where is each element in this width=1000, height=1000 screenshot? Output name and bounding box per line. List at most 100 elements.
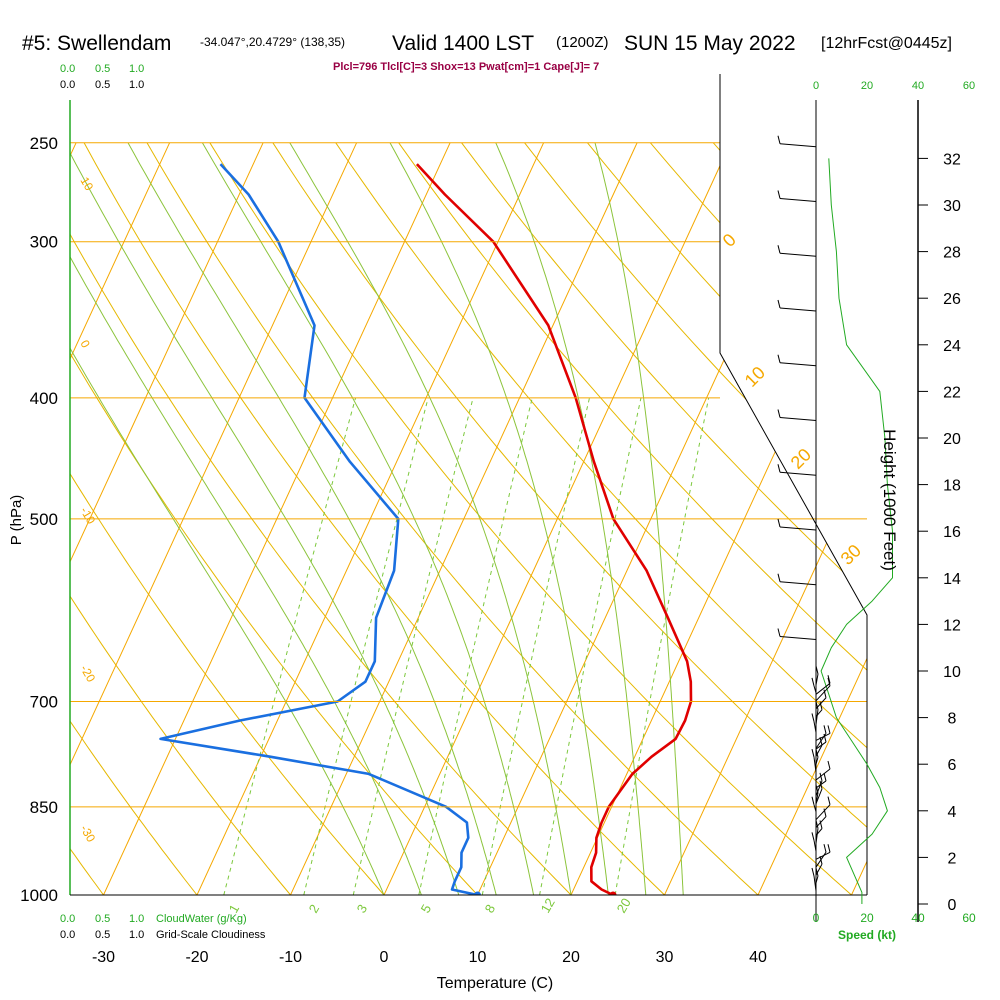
speed-top-tick-3: 60 — [963, 80, 975, 92]
station-coords: -34.047°,20.4729° (138,35) — [200, 35, 345, 49]
wind-barb-flag — [819, 820, 823, 829]
wind-barb — [779, 526, 817, 531]
speed-top-tick-2: 40 — [912, 80, 924, 92]
sounding-profiles — [159, 163, 693, 895]
wind-barb-flag — [777, 299, 781, 309]
mixing-ratio-label: 20 — [614, 895, 634, 915]
sounding-series-line — [415, 163, 693, 895]
pressure-tick-label: 700 — [30, 692, 58, 711]
cloud-bottom-green-2: 1.0 — [129, 913, 144, 925]
plot-frame — [69, 74, 868, 896]
moist-adiabat-line — [389, 142, 609, 895]
dry-adiabat-line — [524, 142, 867, 895]
moist-adiabat-line — [495, 142, 647, 895]
speed-top-tick-1: 20 — [861, 80, 873, 92]
cloud-bottom-black-1: 0.5 — [95, 929, 110, 941]
pressure-tick-label: 300 — [30, 233, 58, 252]
wind-barb — [779, 417, 817, 422]
wind-barb-flag — [815, 820, 819, 829]
temperature-tick-label: 40 — [749, 949, 767, 966]
stability-indices: Plcl=796 Tlcl[C]=3 Shox=13 Pwat[cm]=1 Ca… — [333, 61, 599, 73]
wind-barb-flag — [827, 675, 831, 684]
dry-adiabat-line — [209, 142, 852, 895]
dry-adiabat-line — [70, 142, 478, 895]
dry-adiabat-line — [965, 143, 1000, 895]
station-title: #5: Swellendam — [22, 32, 171, 55]
wind-barb-flag — [777, 518, 781, 528]
cloud-bottom-green-0: 0.0 — [60, 913, 75, 925]
wind-barb-flag — [811, 713, 815, 722]
temperature-tick-label: 0 — [380, 949, 389, 966]
cloud-bottom-green-1: 0.5 — [95, 913, 110, 925]
dry-adiabat-line — [70, 142, 291, 895]
wind-barb-flag — [815, 749, 819, 758]
forecast-date: SUN 15 May 2022 — [624, 32, 796, 55]
wind-barb — [815, 828, 819, 844]
wind-barb-flag — [777, 135, 781, 144]
speed-bottom-tick: 40 — [911, 911, 925, 925]
height-tick-label: 2 — [948, 850, 957, 867]
wind-barb — [815, 792, 819, 804]
dry-adiabat-line — [272, 142, 867, 895]
temperature-tick-label: -30 — [92, 949, 115, 966]
height-axis-title: Height (1000 Feet) — [880, 429, 899, 571]
moist-adiabat-line — [70, 142, 385, 895]
wind-barb-flag — [827, 844, 831, 853]
dry-adiabat-line — [70, 142, 385, 895]
wind-barb — [779, 252, 817, 257]
moist-adiabat-line — [127, 142, 497, 895]
wind-barb-flag — [819, 772, 823, 782]
wind-barb — [813, 840, 817, 852]
wind-barb — [813, 685, 817, 694]
wind-barb-flag — [823, 772, 827, 782]
pressure-tick-label: 850 — [30, 798, 58, 817]
temperature-tick-label: 20 — [562, 949, 580, 966]
mixing-ratio-line — [614, 397, 710, 895]
surface-marker — [609, 891, 617, 895]
wind-barb-flag — [823, 689, 827, 698]
moist-adiabat-line — [289, 142, 572, 895]
y-axis-title: P (hPa) — [8, 495, 25, 546]
wind-barb — [813, 757, 817, 773]
dry-adiabat-line — [335, 142, 867, 895]
temperature-tick-label: -20 — [185, 949, 208, 966]
cloudiness-label: Grid-Scale Cloudiness — [156, 929, 266, 941]
wind-barb — [779, 307, 817, 312]
plot-border — [719, 74, 868, 895]
wind-barb-flag — [777, 354, 781, 363]
moist-adiabat-label: 30 — [837, 541, 865, 569]
wind-barb — [815, 851, 831, 860]
temperature-tick-label: -10 — [279, 949, 302, 966]
isotherm-line — [851, 142, 867, 895]
sounding-series-line — [159, 163, 478, 895]
moist-adiabat-line — [594, 142, 684, 895]
height-tick-label: 6 — [948, 757, 957, 774]
wind-barb — [815, 682, 831, 695]
mixing-ratio-line — [223, 397, 357, 895]
wind-barb — [813, 721, 817, 733]
wind-barb-flag — [811, 796, 815, 805]
wind-barb — [779, 581, 817, 586]
wind-barb-flag — [811, 677, 815, 687]
wind-barb-flag — [815, 665, 819, 675]
dry-adiabat-line — [461, 142, 867, 895]
forecast-run: [12hrFcst@0445z] — [821, 35, 952, 52]
moist-adiabat-line — [201, 142, 535, 895]
mixing-ratio-line — [539, 397, 642, 895]
moist-adiabat-label: 0 — [719, 230, 740, 251]
wind-barb-flag — [777, 409, 781, 418]
height-tick-label: 28 — [943, 245, 961, 262]
height-tick-label: 12 — [943, 617, 961, 634]
dry-adiabat-left-label: 10 — [77, 175, 96, 194]
x-axis-title: Temperature (C) — [437, 975, 553, 992]
temperature-tick-label: 10 — [469, 949, 487, 966]
wind-barb — [815, 768, 831, 781]
wind-barb — [815, 780, 823, 797]
wind-barb — [813, 875, 817, 892]
wind-barb — [815, 804, 831, 820]
height-tick-label: 0 — [948, 897, 957, 914]
cloud-top-black-1: 0.5 — [95, 79, 110, 91]
wind-barb-flag — [777, 245, 781, 254]
